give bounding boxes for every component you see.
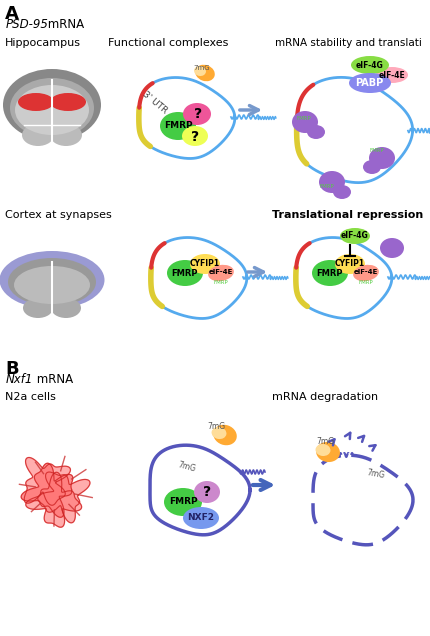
Ellipse shape [23, 298, 53, 318]
Text: A: A [5, 5, 19, 23]
Ellipse shape [14, 266, 90, 304]
Ellipse shape [352, 265, 378, 281]
Text: ?: ? [194, 107, 202, 121]
Ellipse shape [213, 425, 236, 445]
Text: mRNA degradation: mRNA degradation [271, 392, 377, 402]
Polygon shape [21, 463, 73, 517]
Polygon shape [38, 472, 90, 523]
Ellipse shape [51, 298, 81, 318]
Text: FMRP: FMRP [319, 184, 334, 188]
Polygon shape [26, 473, 81, 527]
Ellipse shape [10, 78, 94, 138]
Ellipse shape [50, 93, 86, 111]
Ellipse shape [3, 69, 101, 141]
Ellipse shape [18, 93, 54, 111]
Ellipse shape [194, 66, 206, 76]
Ellipse shape [315, 444, 330, 456]
Text: 3' UTR: 3' UTR [141, 90, 169, 116]
Text: CYFIP1: CYFIP1 [334, 259, 364, 268]
Text: CYFIP1: CYFIP1 [190, 259, 220, 268]
Ellipse shape [379, 238, 403, 258]
Ellipse shape [194, 481, 219, 503]
Ellipse shape [306, 125, 324, 139]
Text: ?: ? [190, 130, 199, 144]
Ellipse shape [183, 103, 211, 125]
Ellipse shape [368, 147, 394, 169]
Ellipse shape [166, 260, 203, 286]
Ellipse shape [183, 507, 218, 529]
Ellipse shape [311, 260, 347, 286]
Text: FMRP: FMRP [296, 116, 311, 120]
Ellipse shape [350, 56, 388, 74]
Text: Translational repression: Translational repression [271, 210, 422, 220]
Text: eIF-4E: eIF-4E [353, 269, 377, 275]
Text: FMRP: FMRP [369, 148, 384, 153]
Ellipse shape [315, 442, 339, 462]
Ellipse shape [164, 488, 202, 516]
Text: mRNA: mRNA [33, 373, 73, 386]
Ellipse shape [15, 85, 89, 135]
Ellipse shape [208, 265, 233, 281]
Text: mRNA stability and translati: mRNA stability and translati [274, 38, 421, 48]
Text: 7mG: 7mG [365, 468, 384, 480]
Ellipse shape [190, 254, 219, 274]
Text: PABP: PABP [354, 78, 382, 88]
Text: eIF-4E: eIF-4E [208, 269, 233, 275]
Text: PSD-95: PSD-95 [6, 18, 49, 31]
Ellipse shape [160, 112, 196, 140]
Text: FMRP: FMRP [163, 121, 192, 130]
Ellipse shape [291, 111, 317, 133]
Ellipse shape [362, 160, 380, 174]
Text: eIF-4G: eIF-4G [355, 60, 383, 69]
Ellipse shape [22, 124, 54, 146]
Polygon shape [24, 457, 70, 505]
Ellipse shape [181, 126, 208, 146]
Ellipse shape [375, 67, 407, 83]
Ellipse shape [332, 185, 350, 199]
Text: FMRP: FMRP [171, 268, 198, 277]
Text: N2a cells: N2a cells [5, 392, 56, 402]
Text: FMRP: FMRP [358, 280, 372, 286]
Text: FMRP: FMRP [168, 497, 197, 506]
Text: NXF2: NXF2 [187, 513, 214, 523]
Text: Cortex at synapses: Cortex at synapses [5, 210, 111, 220]
Ellipse shape [211, 427, 226, 439]
Text: Hippocampus: Hippocampus [5, 38, 81, 48]
Text: 7mG: 7mG [315, 437, 333, 446]
Text: ?: ? [203, 485, 211, 499]
Text: Functional complexes: Functional complexes [108, 38, 228, 48]
Ellipse shape [339, 228, 369, 244]
Text: 7mG: 7mG [206, 422, 224, 431]
Text: FMRP: FMRP [316, 268, 342, 277]
Text: FMRP: FMRP [213, 280, 228, 286]
Text: mRNA: mRNA [44, 18, 84, 31]
Ellipse shape [318, 171, 344, 193]
Text: 7mG: 7mG [177, 460, 197, 473]
Ellipse shape [348, 73, 390, 93]
Text: eIF-4E: eIF-4E [378, 71, 405, 80]
Ellipse shape [334, 254, 364, 274]
Text: B: B [5, 360, 18, 378]
Ellipse shape [195, 65, 214, 81]
Text: 7mG: 7mG [193, 65, 209, 71]
Ellipse shape [0, 251, 104, 309]
Text: Nxf1: Nxf1 [6, 373, 33, 386]
Text: eIF-4G: eIF-4G [340, 232, 368, 240]
Ellipse shape [8, 258, 96, 306]
Ellipse shape [50, 124, 82, 146]
